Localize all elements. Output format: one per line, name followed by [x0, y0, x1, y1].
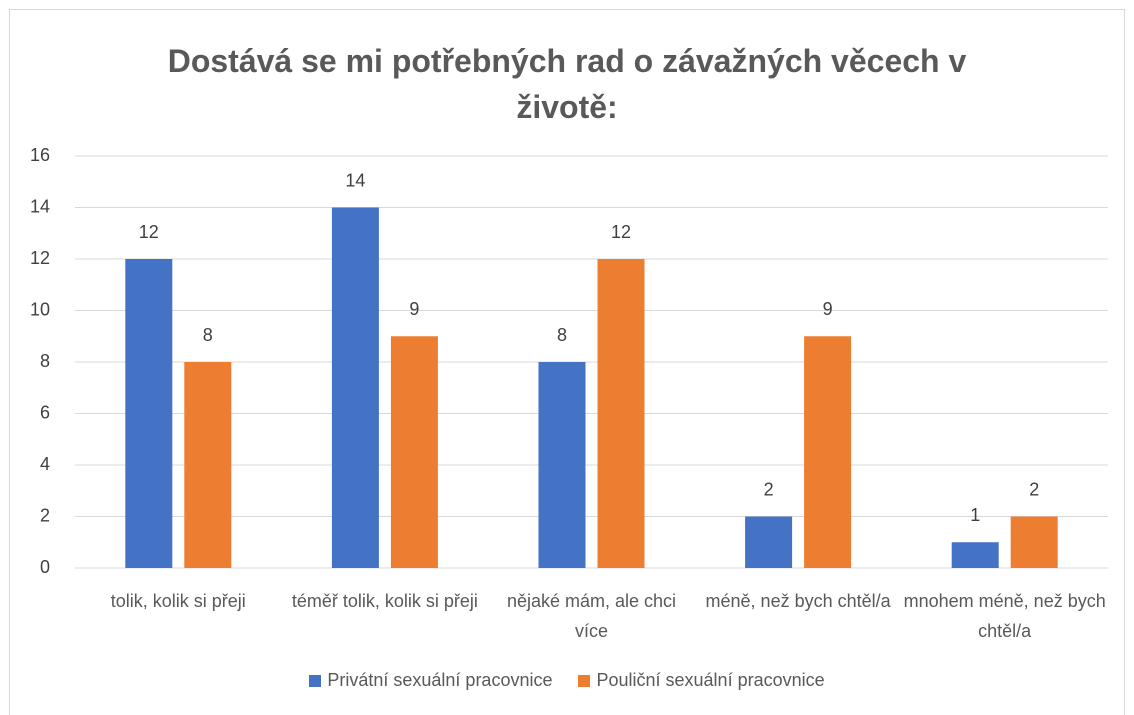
x-tick-label: tolik, kolik si přeji — [110, 591, 246, 611]
data-label: 8 — [557, 325, 567, 345]
y-tick-label: 16 — [30, 145, 50, 165]
bar — [331, 207, 379, 568]
bar — [597, 259, 645, 568]
data-label: 14 — [345, 170, 365, 190]
data-label: 9 — [409, 299, 419, 319]
x-tick-label: téměř tolik, kolik si přeji — [291, 591, 478, 611]
data-label: 2 — [1029, 479, 1039, 499]
legend-label: Pouliční sexuální pracovnice — [596, 670, 825, 690]
bar — [125, 259, 173, 568]
data-label: 9 — [823, 299, 833, 319]
y-tick-label: 14 — [30, 196, 50, 216]
legend-item: Pouliční sexuální pracovnice — [578, 670, 825, 691]
legend: Privátní sexuální pracovnice Pouliční sex… — [0, 670, 1134, 691]
y-tick-label: 0 — [40, 557, 50, 577]
bar — [538, 362, 586, 568]
data-label: 8 — [203, 325, 213, 345]
data-label: 2 — [764, 479, 774, 499]
bar — [1010, 516, 1058, 568]
bar — [745, 516, 793, 568]
x-tick-label: méně, než bych chtěl/a — [705, 591, 891, 611]
data-label: 12 — [611, 222, 631, 242]
bar — [951, 542, 999, 568]
x-tick-label: nějaké mám, ale chci více — [506, 591, 677, 641]
y-tick-label: 12 — [30, 248, 50, 268]
y-tick-label: 8 — [40, 351, 50, 371]
legend-item: Privátní sexuální pracovnice — [309, 670, 552, 691]
data-label: 1 — [970, 505, 980, 525]
x-tick-label: mnohem méně, než bych chtěl/a — [903, 591, 1106, 641]
data-label: 12 — [139, 222, 159, 242]
legend-swatch — [309, 674, 322, 687]
legend-label: Privátní sexuální pracovnice — [327, 670, 553, 690]
legend-swatch — [578, 674, 591, 687]
y-tick-label: 4 — [40, 454, 50, 474]
bar — [184, 362, 232, 568]
chart-title: Dostává se mi potřebných rad o závažných… — [167, 43, 967, 125]
chart-border — [9, 9, 1125, 715]
y-tick-label: 10 — [30, 299, 50, 319]
y-tick-label: 2 — [40, 505, 50, 525]
bar — [390, 336, 438, 568]
y-tick-label: 6 — [40, 402, 50, 422]
bar — [804, 336, 852, 568]
